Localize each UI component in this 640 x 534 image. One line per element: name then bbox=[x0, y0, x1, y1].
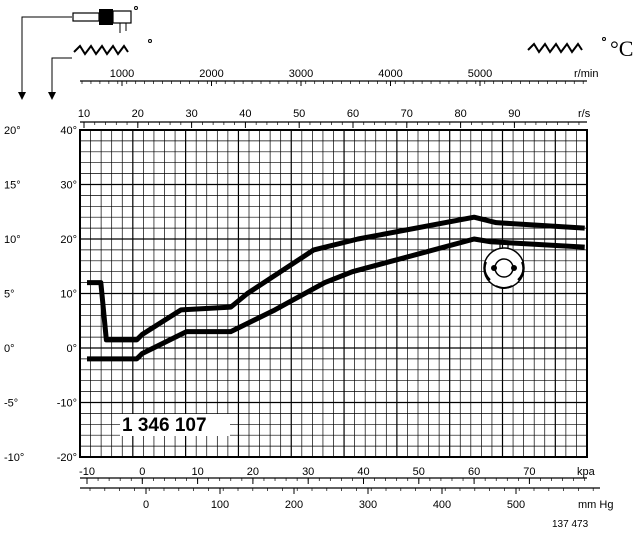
kpa-label: 40 bbox=[357, 466, 369, 478]
kpa-label: 0 bbox=[139, 466, 145, 478]
part-number-box bbox=[120, 414, 230, 436]
kpa-axis: -10 0 10 20 30 40 50 60 70 bbox=[79, 466, 586, 484]
left-degree-label: 5° bbox=[4, 289, 15, 301]
kpa-label: 50 bbox=[413, 466, 425, 478]
crankshaft-icon bbox=[73, 39, 152, 56]
mmhg-label: 100 bbox=[211, 499, 229, 511]
part-number: 1 346 107 bbox=[122, 415, 207, 436]
left-degree-label: 20° bbox=[4, 125, 21, 137]
left-degree-axis: 20° 15° 10° 5° 0° -5° -10° bbox=[4, 125, 24, 464]
inner-degree-label: -20° bbox=[57, 452, 77, 464]
left-degree-label: 15° bbox=[4, 180, 21, 192]
left-degree-label: -5° bbox=[4, 398, 18, 410]
rps-axis: 10 20 30 40 50 60 70 80 90 bbox=[78, 108, 580, 128]
mmhg-label: 500 bbox=[507, 499, 525, 511]
rpm-unit: r/min bbox=[574, 68, 598, 80]
left-degree-label: -10° bbox=[4, 452, 24, 464]
rpm-axis: 1000 2000 3000 4000 5000 bbox=[81, 68, 584, 86]
inner-degree-label: 0° bbox=[66, 343, 77, 355]
crankshaft-icon bbox=[527, 37, 606, 54]
distributor-icon bbox=[72, 6, 138, 33]
figure-number: 137 473 bbox=[552, 519, 589, 530]
mmhg-label: 400 bbox=[433, 499, 451, 511]
mmhg-unit: mm Hg bbox=[578, 499, 613, 511]
rps-label: 60 bbox=[347, 108, 359, 120]
kpa-label: 60 bbox=[468, 466, 480, 478]
rps-label: 10 bbox=[78, 108, 90, 120]
inner-degree-label: -10° bbox=[57, 398, 77, 410]
mmhg-axis: 0 100 200 300 400 500 bbox=[89, 488, 594, 511]
rpm-label: 5000 bbox=[468, 68, 492, 80]
kpa-label: -10 bbox=[79, 466, 95, 478]
rps-label: 80 bbox=[454, 108, 466, 120]
left-degree-label: 10° bbox=[4, 234, 21, 246]
kpa-label: 20 bbox=[247, 466, 259, 478]
kpa-label: 70 bbox=[523, 466, 535, 478]
mmhg-label: 0 bbox=[143, 499, 149, 511]
grid bbox=[79, 129, 588, 458]
kpa-label: 30 bbox=[302, 466, 314, 478]
header-arrows bbox=[18, 16, 72, 100]
rpm-label: 4000 bbox=[378, 68, 402, 80]
centrifugal-advance-icon bbox=[483, 241, 525, 289]
inner-degree-axis: 40° 30° 20° 10° 0° -10° -20° bbox=[57, 125, 77, 464]
kpa-label: 10 bbox=[191, 466, 203, 478]
rpm-label: 2000 bbox=[199, 68, 223, 80]
inner-degree-label: 10° bbox=[60, 289, 77, 301]
rpm-label: 3000 bbox=[289, 68, 313, 80]
left-degree-label: 0° bbox=[4, 343, 15, 355]
advance-curve-lower bbox=[87, 236, 585, 362]
rps-unit: r/s bbox=[578, 108, 591, 120]
rps-label: 20 bbox=[132, 108, 144, 120]
rps-label: 40 bbox=[239, 108, 251, 120]
kpa-unit: kpa bbox=[577, 466, 596, 478]
rps-label: 90 bbox=[508, 108, 520, 120]
rps-label: 30 bbox=[185, 108, 197, 120]
celsius-label: °C bbox=[610, 36, 633, 61]
rps-label: 70 bbox=[401, 108, 413, 120]
advance-curve-upper bbox=[87, 214, 585, 343]
mmhg-label: 300 bbox=[359, 499, 377, 511]
advance-curves bbox=[87, 214, 585, 362]
rpm-label: 1000 bbox=[110, 68, 134, 80]
inner-degree-label: 20° bbox=[60, 234, 77, 246]
rps-label: 50 bbox=[293, 108, 305, 120]
inner-degree-label: 40° bbox=[60, 125, 77, 137]
inner-degree-label: 30° bbox=[60, 180, 77, 192]
mmhg-label: 200 bbox=[285, 499, 303, 511]
